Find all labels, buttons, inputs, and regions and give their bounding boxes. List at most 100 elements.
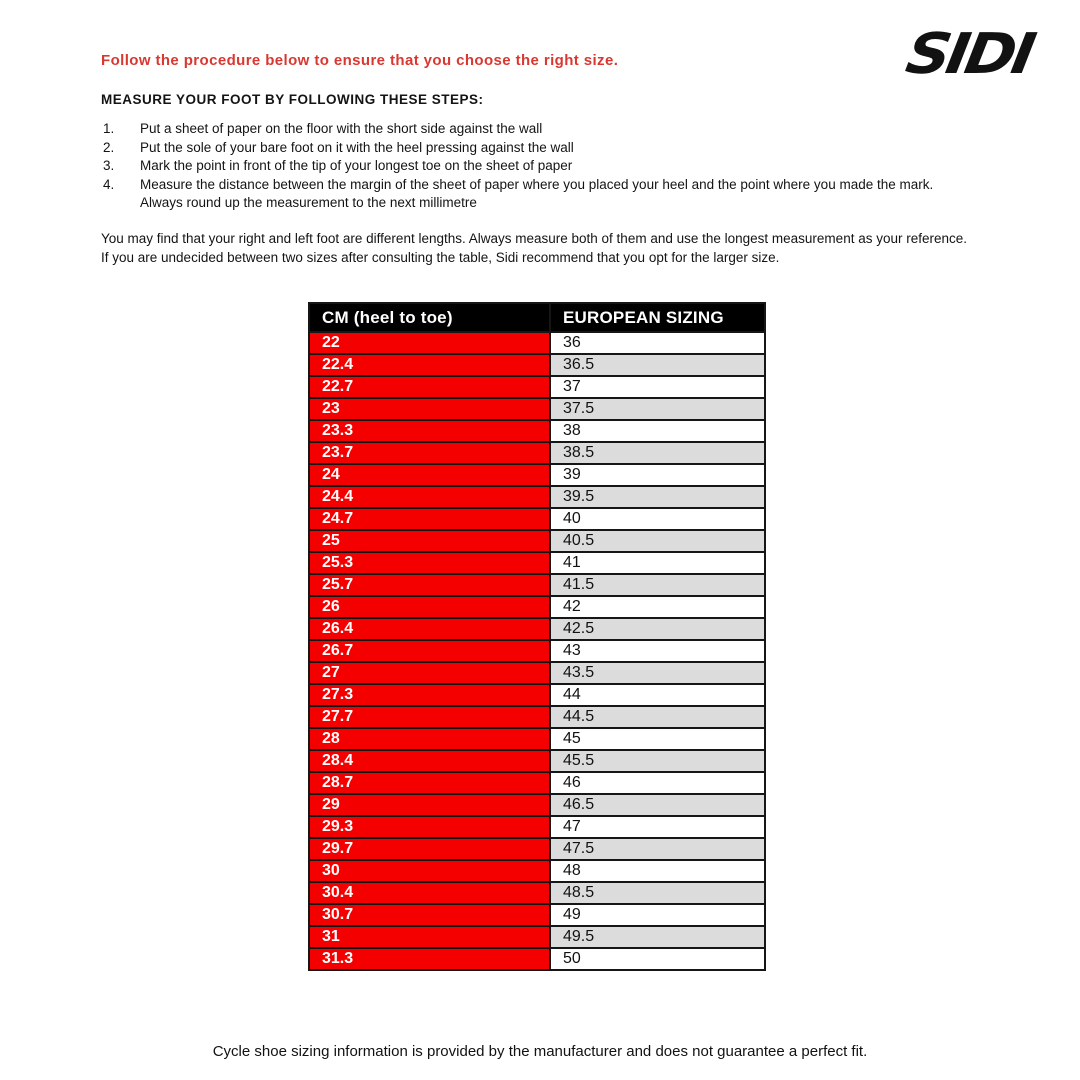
table-row: 27 43.5 [308, 661, 766, 685]
european-size-cell: 48.5 [549, 881, 766, 905]
table-row: 29.7 47.5 [308, 837, 766, 861]
table-row: 23 37.5 [308, 397, 766, 421]
cm-value-cell: 28.7 [308, 771, 551, 795]
european-size-cell: 44.5 [549, 705, 766, 729]
european-size-cell: 39 [549, 463, 766, 487]
table-row: 27.3 44 [308, 683, 766, 707]
european-size-cell: 36 [549, 331, 766, 355]
cm-value-cell: 29.3 [308, 815, 551, 839]
intro-heading: Follow the procedure below to ensure tha… [101, 52, 619, 69]
table-row: 26.7 43 [308, 639, 766, 663]
european-size-cell: 45.5 [549, 749, 766, 773]
cm-value-cell: 25.3 [308, 551, 551, 575]
european-size-cell: 48 [549, 859, 766, 883]
steps-list: Put a sheet of paper on the floor with t… [101, 120, 973, 213]
table-row: 27.7 44.5 [308, 705, 766, 729]
table-row: 22.4 36.5 [308, 353, 766, 377]
european-size-cell: 41 [549, 551, 766, 575]
step-item: Measure the distance between the margin … [103, 176, 934, 211]
step-item: Put a sheet of paper on the floor with t… [103, 120, 543, 138]
cm-value-cell: 24.7 [308, 507, 551, 531]
cm-value-cell: 26.4 [308, 617, 551, 641]
table-row: 28.4 45.5 [308, 749, 766, 773]
size-table-header: CM (heel to toe) EUROPEAN SIZING [308, 302, 766, 333]
european-size-cell: 38.5 [549, 441, 766, 465]
european-size-cell: 39.5 [549, 485, 766, 509]
table-row: 30 48 [308, 859, 766, 883]
cm-value-cell: 27.3 [308, 683, 551, 707]
cm-value-cell: 28 [308, 727, 551, 751]
european-size-cell: 36.5 [549, 353, 766, 377]
table-row: 25.7 41.5 [308, 573, 766, 597]
table-row: 26.4 42.5 [308, 617, 766, 641]
cm-value-cell: 22 [308, 331, 551, 355]
note-paragraph: You may find that your right and left fo… [101, 231, 968, 246]
european-size-cell: 47.5 [549, 837, 766, 861]
header-row: CM (heel to toe) EUROPEAN SIZING [308, 302, 766, 333]
european-size-cell: 37 [549, 375, 766, 399]
cm-value-cell: 24.4 [308, 485, 551, 509]
table-row: 23.7 38.5 [308, 441, 766, 465]
european-size-cell: 43 [549, 639, 766, 663]
cm-value-cell: 30 [308, 859, 551, 883]
european-size-cell: 37.5 [549, 397, 766, 421]
table-row: 30.7 49 [308, 903, 766, 927]
european-size-cell: 42.5 [549, 617, 766, 641]
cm-value-cell: 28.4 [308, 749, 551, 773]
cm-value-cell: 27 [308, 661, 551, 685]
table-row: 25 40.5 [308, 529, 766, 553]
notes-paragraphs: You may find that your right and left fo… [101, 230, 985, 267]
note-paragraph: If you are undecided between two sizes a… [101, 249, 780, 265]
european-size-cell: 47 [549, 815, 766, 839]
cm-value-cell: 31 [308, 925, 551, 949]
table-row: 31 49.5 [308, 925, 766, 949]
cm-value-cell: 31.3 [308, 947, 551, 971]
table-row: 30.4 48.5 [308, 881, 766, 905]
table-row: 25.3 41 [308, 551, 766, 575]
step-item: Mark the point in front of the tip of yo… [103, 157, 573, 175]
cm-value-cell: 29.7 [308, 837, 551, 861]
cm-value-cell: 25 [308, 529, 551, 553]
european-size-cell: 46 [549, 771, 766, 795]
european-size-cell: 42 [549, 595, 766, 619]
table-row: 22 36 [308, 331, 766, 355]
cm-value-cell: 27.7 [308, 705, 551, 729]
european-size-cell: 44 [549, 683, 766, 707]
table-row: 29 46.5 [308, 793, 766, 817]
sidi-logo: SIDI [901, 21, 1037, 87]
col-header-cm: CM (heel to toe) [308, 302, 551, 333]
european-size-cell: 45 [549, 727, 766, 751]
european-size-cell: 40.5 [549, 529, 766, 553]
table-row: 28 45 [308, 727, 766, 751]
step-item: Put the sole of your bare foot on it wit… [103, 139, 574, 157]
table-row: 23.3 38 [308, 419, 766, 443]
table-row: 24.7 40 [308, 507, 766, 531]
footer-disclaimer: Cycle shoe sizing information is provide… [212, 1043, 868, 1060]
cm-value-cell: 23.7 [308, 441, 551, 465]
col-header-european-sizing: EUROPEAN SIZING [549, 302, 766, 333]
european-size-cell: 38 [549, 419, 766, 443]
european-size-cell: 50 [549, 947, 766, 971]
table-row: 26 42 [308, 595, 766, 619]
size-table: CM (heel to toe) EUROPEAN SIZING 22 36 22.… [308, 302, 766, 971]
cm-value-cell: 22.4 [308, 353, 551, 377]
cm-value-cell: 24 [308, 463, 551, 487]
table-row: 28.7 46 [308, 771, 766, 795]
cm-value-cell: 25.7 [308, 573, 551, 597]
european-size-cell: 40 [549, 507, 766, 531]
table-row: 29.3 47 [308, 815, 766, 839]
european-size-cell: 41.5 [549, 573, 766, 597]
table-row: 22.7 37 [308, 375, 766, 399]
cm-value-cell: 30.4 [308, 881, 551, 905]
european-size-cell: 46.5 [549, 793, 766, 817]
cm-value-cell: 23.3 [308, 419, 551, 443]
cm-value-cell: 30.7 [308, 903, 551, 927]
european-size-cell: 49 [549, 903, 766, 927]
steps-heading: MEASURE YOUR FOOT BY FOLLOWING THESE STE… [101, 92, 484, 107]
cm-value-cell: 22.7 [308, 375, 551, 399]
cm-value-cell: 23 [308, 397, 551, 421]
cm-value-cell: 26.7 [308, 639, 551, 663]
table-row: 24 39 [308, 463, 766, 487]
table-row: 31.3 50 [308, 947, 766, 971]
